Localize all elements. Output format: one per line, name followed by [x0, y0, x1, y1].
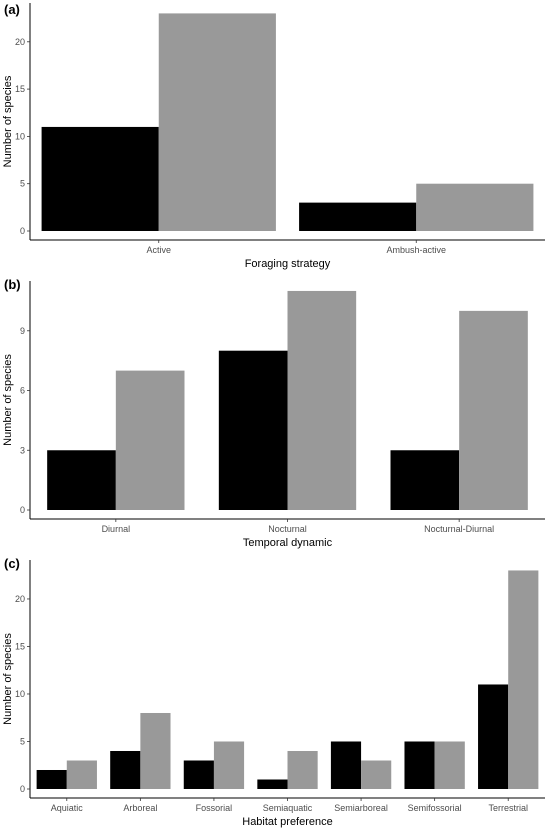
y-tick-label: 15 [15, 641, 25, 651]
bar-series2-semifossorial [434, 741, 465, 789]
panel-c: (c) 0 5 10 15 20 Number of species Aquiatic Arbo… [2, 556, 545, 828]
x-tick-label: Aquiatic [51, 803, 84, 813]
bar-series2-semiarboreal [361, 760, 392, 789]
y-tick-label: 10 [15, 131, 25, 141]
y-tick-label: 0 [20, 784, 25, 794]
y-tick-label: 20 [15, 37, 25, 47]
bar-series2-fossorial [213, 741, 245, 789]
y-tick-label: 20 [15, 594, 25, 604]
x-tick-label: Active [146, 245, 171, 255]
bar-series2-nocturnal-diurnal [459, 310, 528, 510]
panel-label: (a) [4, 2, 20, 17]
panel-label: (b) [4, 277, 21, 292]
panel-label: (c) [4, 556, 20, 571]
x-axis-title: Habitat preference [242, 816, 333, 828]
x-tick-label: Ambush-active [386, 245, 446, 255]
x-tick-label: Terrestrial [488, 803, 528, 813]
y-axis-title: Number of species [2, 633, 14, 725]
y-tick-label: 9 [20, 326, 25, 336]
y-tick-label: 0 [20, 505, 25, 515]
bar-series1-nocturnal-diurnal [390, 450, 460, 510]
y-axis-title: Number of species [2, 75, 14, 167]
y-tick-label: 6 [20, 386, 25, 396]
y-tick-label: 5 [20, 179, 25, 189]
y-tick-label: 10 [15, 689, 25, 699]
bar-series1-ambush-active [299, 202, 417, 231]
bar-series1-semiarboreal [330, 741, 362, 789]
bar-series1-semiaquatic [257, 779, 288, 789]
panel-a: (a) 0 5 10 15 20 Number of species Active Ambush… [2, 2, 545, 270]
x-tick-label: Fossorial [196, 803, 233, 813]
x-tick-label: Semiarboreal [334, 803, 388, 813]
bar-series1-nocturnal [218, 350, 288, 510]
y-tick-label: 0 [20, 226, 25, 236]
x-tick-label: Semifossorial [408, 803, 462, 813]
bar-series2-terrestrial [508, 570, 539, 789]
y-axis-title: Number of species [2, 354, 14, 446]
bar-series2-arboreal [140, 712, 171, 789]
bar-series2-nocturnal [287, 290, 357, 510]
y-tick-label: 15 [15, 84, 25, 94]
x-tick-label: Arboreal [123, 803, 157, 813]
y-tick-label: 3 [20, 445, 25, 455]
x-tick-label: Nocturnal [268, 524, 307, 534]
bar-series1-terrestrial [478, 684, 509, 789]
bar-series1-aquiatic [36, 769, 67, 789]
bar-series1-fossorial [183, 760, 214, 789]
x-tick-label: Diurnal [102, 524, 131, 534]
x-tick-label: Semiaquatic [263, 803, 313, 813]
x-tick-label: Nocturnal-Diurnal [424, 524, 494, 534]
bar-series2-diurnal [115, 370, 185, 510]
bar-series2-aquiatic [66, 760, 97, 789]
bar-series1-semifossorial [404, 741, 435, 789]
bar-series2-semiaquatic [287, 750, 318, 789]
panel-b: (b) 0 3 6 9 Number of species Diurnal Nocturnal… [2, 277, 545, 549]
bar-series1-diurnal [47, 450, 116, 510]
bar-series1-arboreal [110, 750, 141, 789]
x-axis-title: Foraging strategy [245, 258, 331, 270]
bar-series2-active [158, 13, 276, 231]
x-axis-title: Temporal dynamic [243, 537, 333, 549]
bar-series2-ambush-active [416, 183, 534, 231]
bar-series1-active [41, 126, 159, 231]
y-tick-label: 5 [20, 736, 25, 746]
